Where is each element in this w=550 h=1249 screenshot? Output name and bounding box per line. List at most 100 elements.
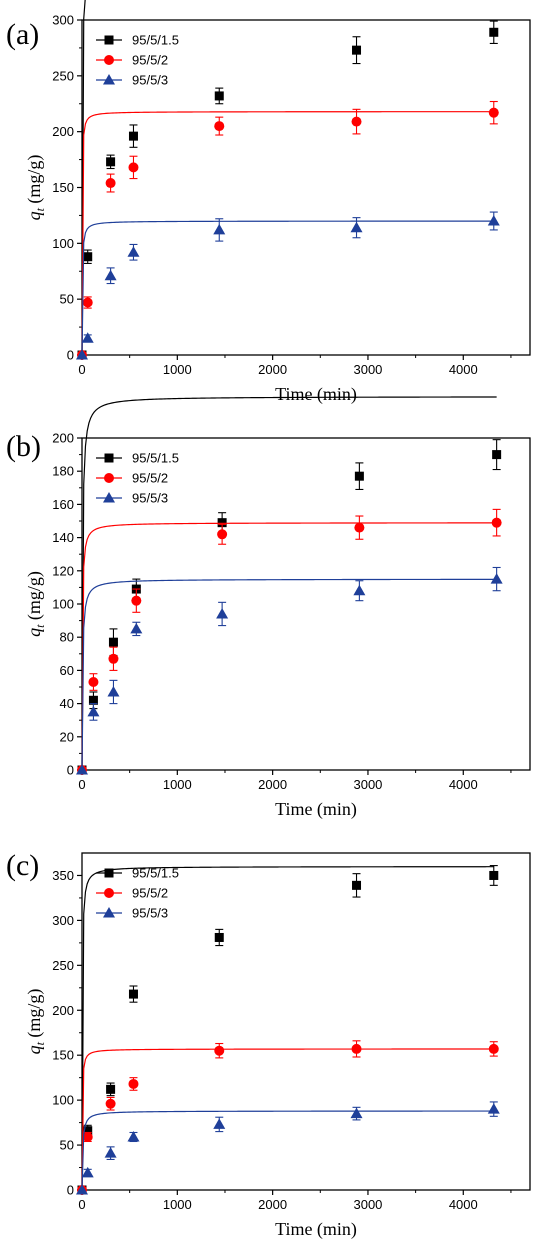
data-point [106,157,116,167]
data-point [83,1126,93,1136]
y-axis-title-unit: (mg/g) [24,155,45,209]
data-point [489,27,499,37]
y-tick-label: 50 [60,1138,74,1153]
y-tick-label: 40 [60,696,74,711]
data-point [104,1147,117,1158]
series-fit-line [81,1048,494,1191]
data-point [105,1098,116,1109]
data-point [351,1043,362,1054]
x-axis-title: Time (min) [275,1219,357,1240]
data-point [352,880,362,890]
x-tick-label: 0 [78,1197,85,1212]
x-tick-label: 2000 [258,1197,287,1212]
data-point [130,622,143,634]
y-axis-title-subscript: t [33,207,47,211]
data-point [106,1084,116,1094]
x-tick-label: 3000 [353,777,382,792]
plot-frame [81,437,531,771]
y-axis-title-unit: (mg/g) [24,989,45,1043]
series-fit-line [81,220,494,356]
data-point [353,584,366,596]
y-axis-title-symbol: q [24,211,44,220]
data-point [128,1078,139,1089]
y-tick-label: 120 [52,563,74,578]
x-axis-title: Time (min) [275,384,357,405]
y-axis-title-unit: (mg/g) [24,571,45,625]
series-3 [76,211,500,360]
data-point [87,705,100,717]
x-tick-label: 0 [78,777,85,792]
data-point [492,450,502,460]
y-tick-label: 0 [67,763,74,778]
data-point [76,1184,88,1195]
x-tick-label: 3000 [353,362,382,377]
legend-marker [104,55,114,65]
data-point [214,91,224,101]
chart-panel-3: (c) 0 1000 2000 3000 4000 0 50 100 150 200 250 300 35… [6,849,531,1240]
data-point [351,116,362,127]
y-tick-label: 100 [52,1093,74,1108]
y-tick-label: 100 [52,597,74,612]
x-axis-title: Time (min) [275,799,357,820]
data-point [354,522,365,533]
data-point [81,1166,94,1178]
legend-marker [104,473,114,483]
y-tick-label: 200 [52,124,74,139]
data-point [487,1103,500,1114]
data-point [104,269,117,281]
legend-label: 95/5/1.5 [132,33,179,48]
series-2 [77,508,502,775]
data-point [127,246,140,257]
x-tick-label: 1000 [163,1197,192,1212]
series-1 [77,0,499,360]
legend-marker [103,74,115,85]
series-fit-line [81,866,494,1191]
data-point [488,107,499,118]
data-point [213,223,226,235]
x-tick-label: 4000 [449,777,478,792]
data-point [352,45,362,55]
y-tick-label: 250 [52,958,74,973]
y-tick-label: 100 [52,236,74,251]
series-fit-line [81,578,497,771]
legend-marker [104,868,114,878]
data-point [108,637,118,647]
data-point [217,529,228,540]
series-2 [77,100,499,360]
legend-marker [103,907,115,918]
data-point [108,653,119,664]
data-point [214,932,224,942]
data-point [128,162,139,173]
series-2 [77,1040,499,1195]
data-point [76,349,88,360]
data-point [131,595,142,606]
y-axis-title-subscript: t [33,624,47,628]
x-tick-label: 4000 [449,362,478,377]
y-tick-label: 0 [67,348,74,363]
y-tick-label: 150 [52,180,74,195]
x-tick-label: 3000 [353,1197,382,1212]
legend-label: 95/5/3 [132,491,168,506]
panel-label: (c) [6,849,39,882]
y-tick-label: 250 [52,68,74,83]
data-point [83,252,93,262]
legend-label: 95/5/2 [132,53,168,68]
legend-label: 95/5/1.5 [132,451,179,466]
data-point [354,471,364,481]
y-axis-title-symbol: q [24,1045,44,1054]
data-point [105,178,116,189]
legend: 95/5/1.5 95/5/2 95/5/3 [96,866,179,921]
y-tick-label: 160 [52,497,74,512]
data-point [81,332,94,343]
panel-label: (a) [6,18,39,51]
data-point [76,764,88,775]
data-point [489,870,499,880]
data-point [82,1131,93,1142]
data-point [214,1045,225,1056]
y-tick-label: 140 [52,530,74,545]
legend: 95/5/1.5 95/5/2 95/5/3 [96,33,179,88]
x-tick-label: 1000 [163,362,192,377]
legend: 95/5/1.5 95/5/2 95/5/3 [96,451,179,506]
y-tick-label: 200 [52,1003,74,1018]
y-tick-label: 150 [52,1048,74,1063]
